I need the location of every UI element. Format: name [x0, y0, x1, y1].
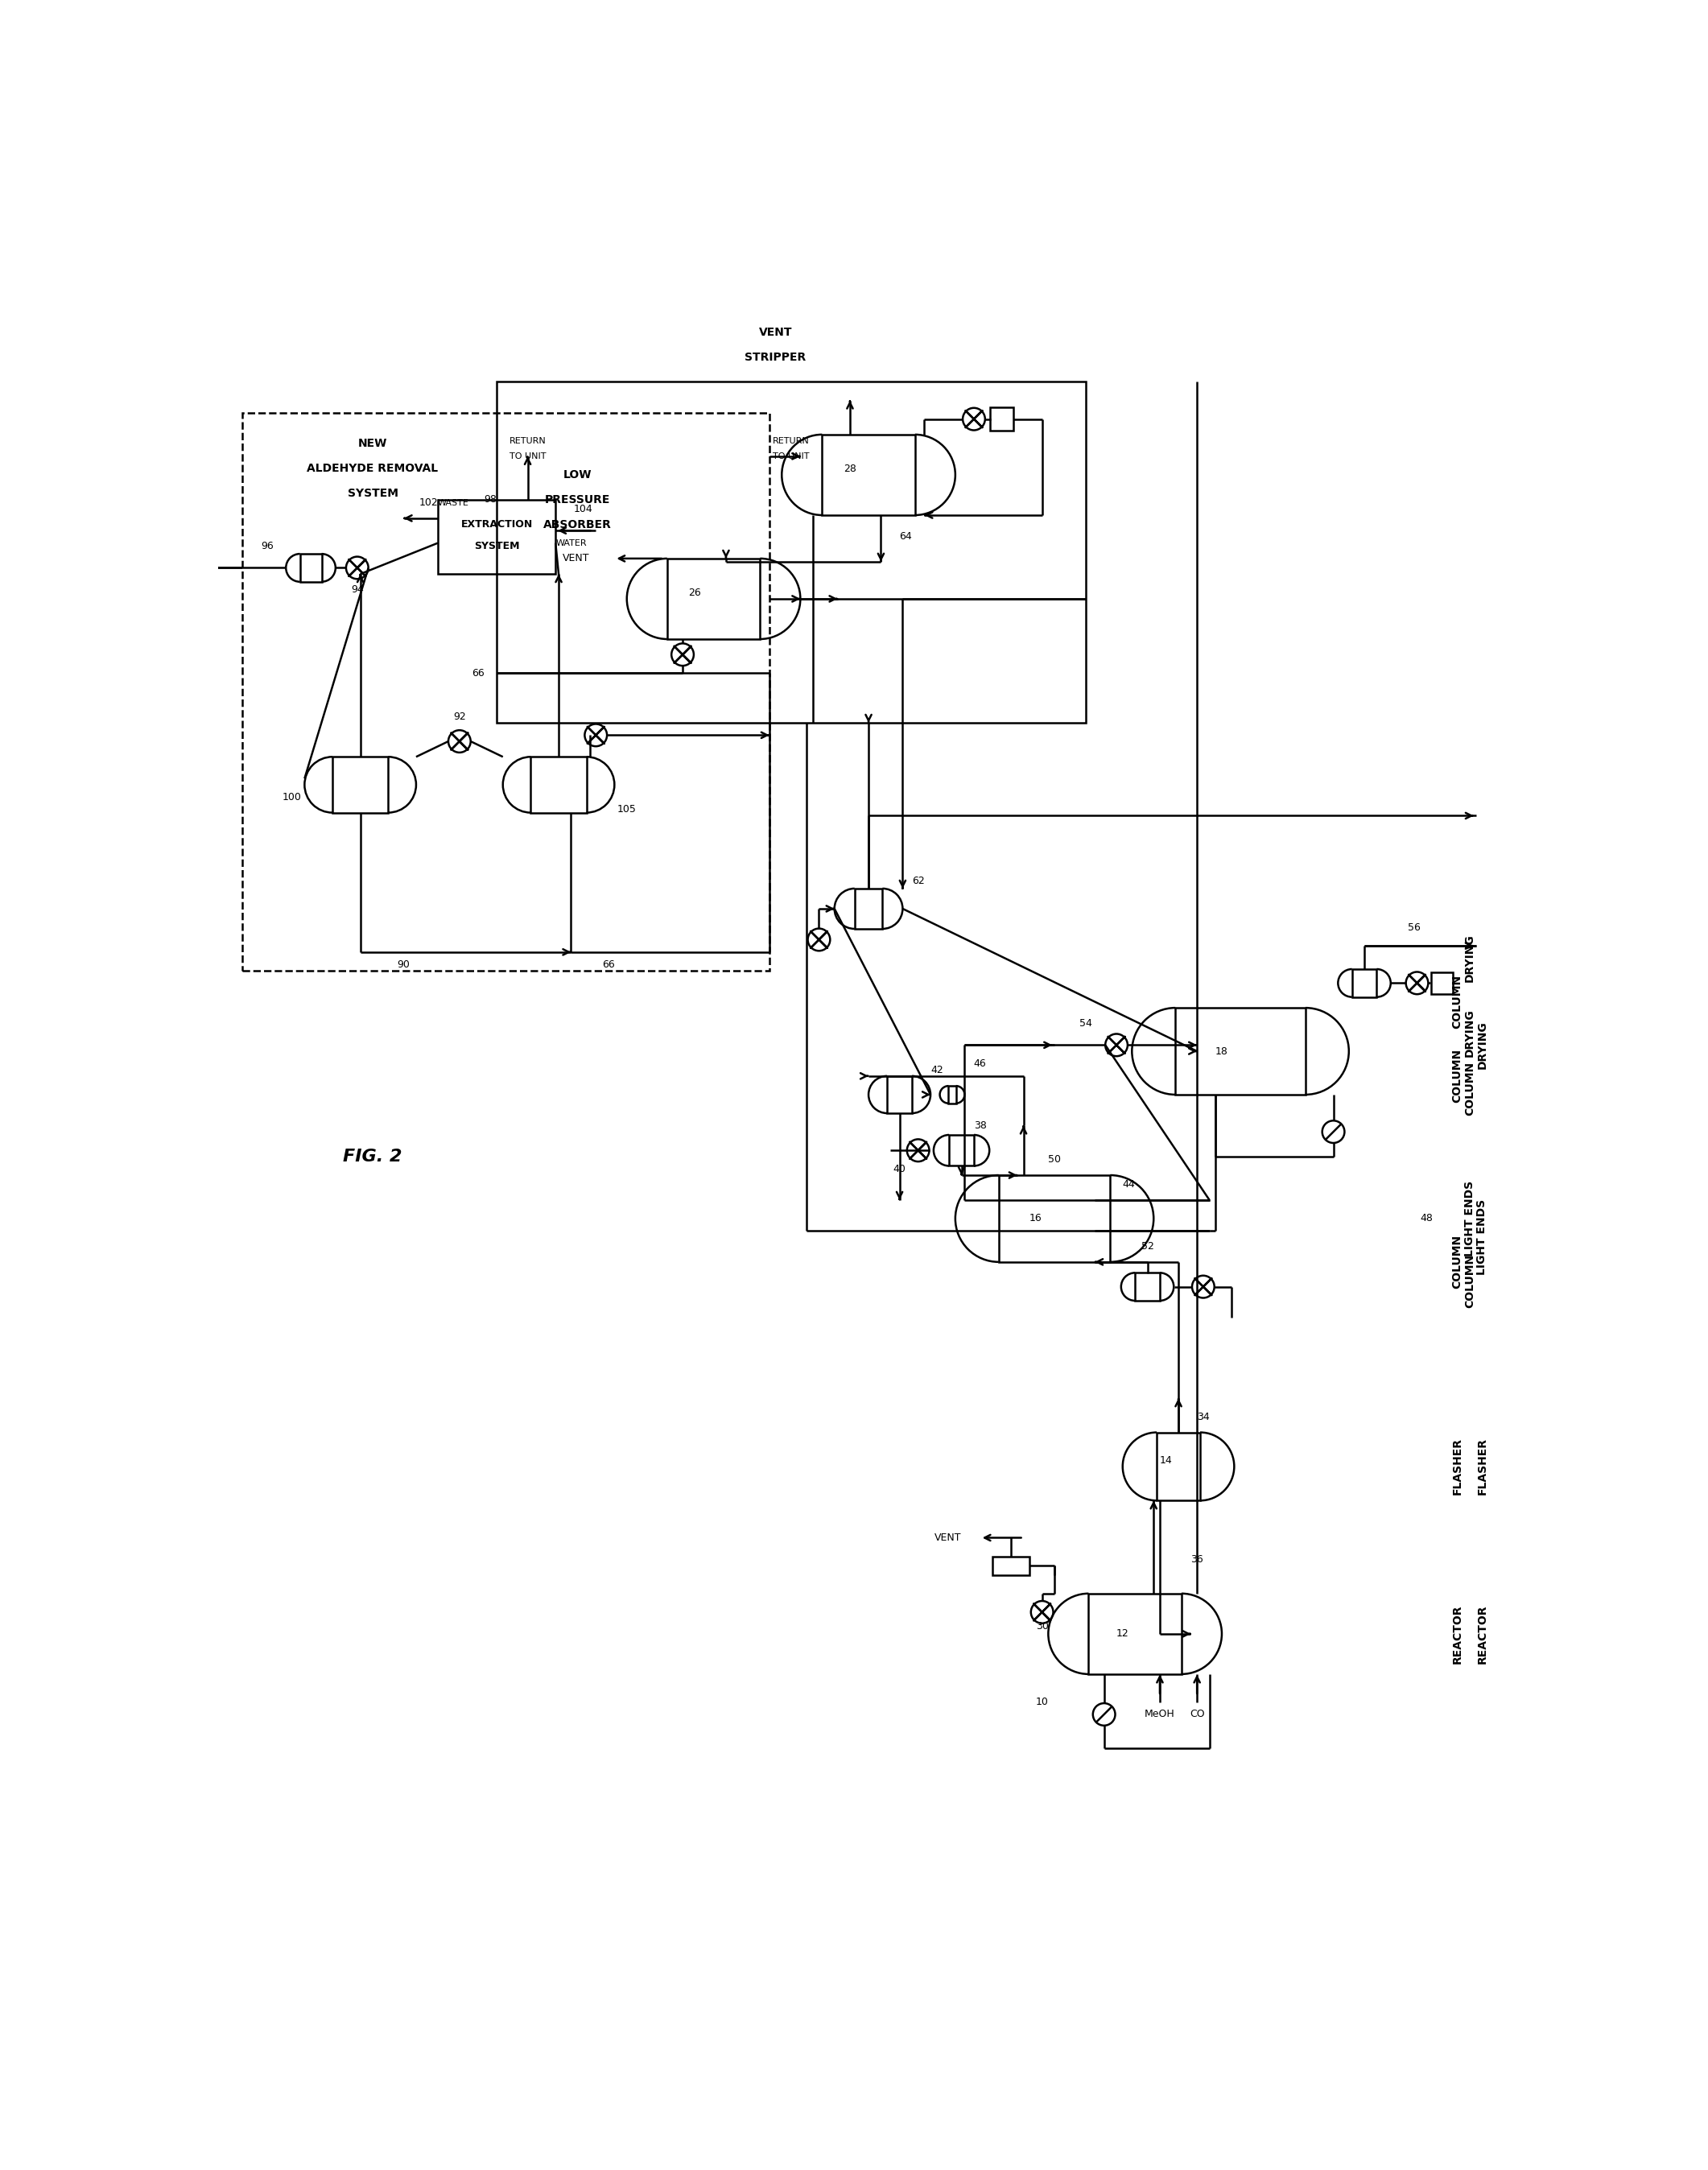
Bar	[437, 499, 555, 575]
Text: 66: 66	[601, 959, 615, 970]
Text: 94: 94	[350, 584, 364, 595]
Text: 38: 38	[974, 1120, 987, 1131]
Text: COLUMN: COLUMN	[1464, 1254, 1476, 1309]
Text: 102: 102	[418, 497, 437, 508]
Bar	[531, 757, 586, 812]
Text: VENT: VENT	[758, 328, 793, 339]
Text: 96: 96	[261, 540, 273, 551]
Text: 64: 64	[900, 532, 912, 542]
Text: COLUMN: COLUMN	[1452, 974, 1464, 1029]
Bar	[822, 434, 915, 514]
Bar	[886, 1076, 912, 1113]
Text: WASTE: WASTE	[437, 499, 470, 508]
Text: 40: 40	[893, 1163, 905, 1174]
Text: 42: 42	[931, 1065, 943, 1074]
Text: 54: 54	[1079, 1018, 1091, 1029]
Text: STRIPPER: STRIPPER	[745, 352, 806, 362]
Text: RETURN: RETURN	[509, 436, 547, 445]
Text: 28: 28	[844, 464, 856, 473]
Bar	[992, 1556, 1030, 1575]
Text: ALDEHYDE REMOVAL: ALDEHYDE REMOVAL	[307, 462, 439, 475]
Text: PRESSURE: PRESSURE	[545, 495, 610, 506]
Text: TO UNIT: TO UNIT	[772, 451, 810, 460]
Bar	[950, 1135, 974, 1165]
Text: 90: 90	[398, 959, 410, 970]
Bar	[301, 553, 321, 582]
Text: COLUMN: COLUMN	[1464, 1061, 1476, 1115]
Text: COLUMN: COLUMN	[1452, 1048, 1464, 1102]
Text: SYSTEM: SYSTEM	[473, 540, 519, 551]
Text: 100: 100	[282, 792, 302, 803]
Text: 10: 10	[1035, 1697, 1049, 1708]
Text: FLASHER: FLASHER	[1452, 1439, 1464, 1495]
Text: 18: 18	[1216, 1046, 1228, 1057]
Bar	[991, 408, 1013, 432]
Text: DRYING: DRYING	[1476, 1020, 1488, 1070]
Text: 66: 66	[471, 668, 485, 679]
Bar	[1088, 1593, 1182, 1673]
Text: LIGHT ENDS: LIGHT ENDS	[1476, 1200, 1488, 1276]
Text: REACTOR: REACTOR	[1452, 1604, 1464, 1664]
Text: 92: 92	[453, 712, 466, 723]
Text: 34: 34	[1197, 1413, 1209, 1421]
Text: TO UNIT: TO UNIT	[509, 451, 547, 460]
Text: CO: CO	[1189, 1710, 1204, 1719]
Text: 36: 36	[1190, 1554, 1204, 1565]
Bar	[333, 757, 388, 812]
Text: NEW: NEW	[359, 438, 388, 449]
Text: WATER: WATER	[555, 538, 586, 547]
Text: 98: 98	[483, 495, 497, 506]
Text: 44: 44	[1122, 1178, 1136, 1189]
Bar	[854, 888, 883, 929]
Bar	[1431, 972, 1454, 994]
Text: VENT: VENT	[562, 553, 589, 564]
Text: 16: 16	[1030, 1213, 1042, 1224]
Text: 62: 62	[912, 875, 924, 885]
Text: 48: 48	[1419, 1213, 1433, 1224]
Text: 46: 46	[974, 1059, 987, 1070]
Text: LOW: LOW	[564, 469, 591, 480]
Text: VENT: VENT	[934, 1532, 962, 1543]
Text: 26: 26	[688, 588, 702, 597]
Text: 14: 14	[1160, 1456, 1172, 1465]
Text: 30: 30	[1035, 1621, 1049, 1632]
Text: FLASHER: FLASHER	[1476, 1439, 1488, 1495]
Bar	[1353, 970, 1377, 996]
Text: 12: 12	[1117, 1628, 1129, 1638]
Text: DRYING: DRYING	[1464, 935, 1476, 983]
Text: EXTRACTION: EXTRACTION	[461, 519, 533, 529]
Text: RETURN: RETURN	[772, 436, 810, 445]
Text: 56: 56	[1407, 922, 1421, 933]
Bar	[1156, 1432, 1201, 1502]
Text: 104: 104	[574, 503, 593, 514]
Bar	[948, 1085, 956, 1102]
Bar	[243, 412, 769, 970]
Bar	[497, 382, 1086, 723]
Text: MeOH: MeOH	[1144, 1710, 1175, 1719]
Text: COLUMN: COLUMN	[1452, 1235, 1464, 1289]
Bar	[1175, 1007, 1305, 1094]
Bar	[1136, 1274, 1160, 1300]
Text: ABSORBER: ABSORBER	[543, 519, 611, 529]
Text: SYSTEM: SYSTEM	[347, 488, 398, 499]
Text: DRYING: DRYING	[1464, 1009, 1476, 1057]
Text: 52: 52	[1141, 1241, 1155, 1252]
Bar	[999, 1176, 1110, 1263]
Text: LIGHT ENDS: LIGHT ENDS	[1464, 1180, 1476, 1256]
Text: 105: 105	[617, 805, 637, 814]
Text: REACTOR: REACTOR	[1476, 1604, 1488, 1664]
Text: 50: 50	[1049, 1154, 1061, 1165]
Text: FIG. 2: FIG. 2	[343, 1148, 403, 1165]
Bar	[668, 558, 760, 640]
